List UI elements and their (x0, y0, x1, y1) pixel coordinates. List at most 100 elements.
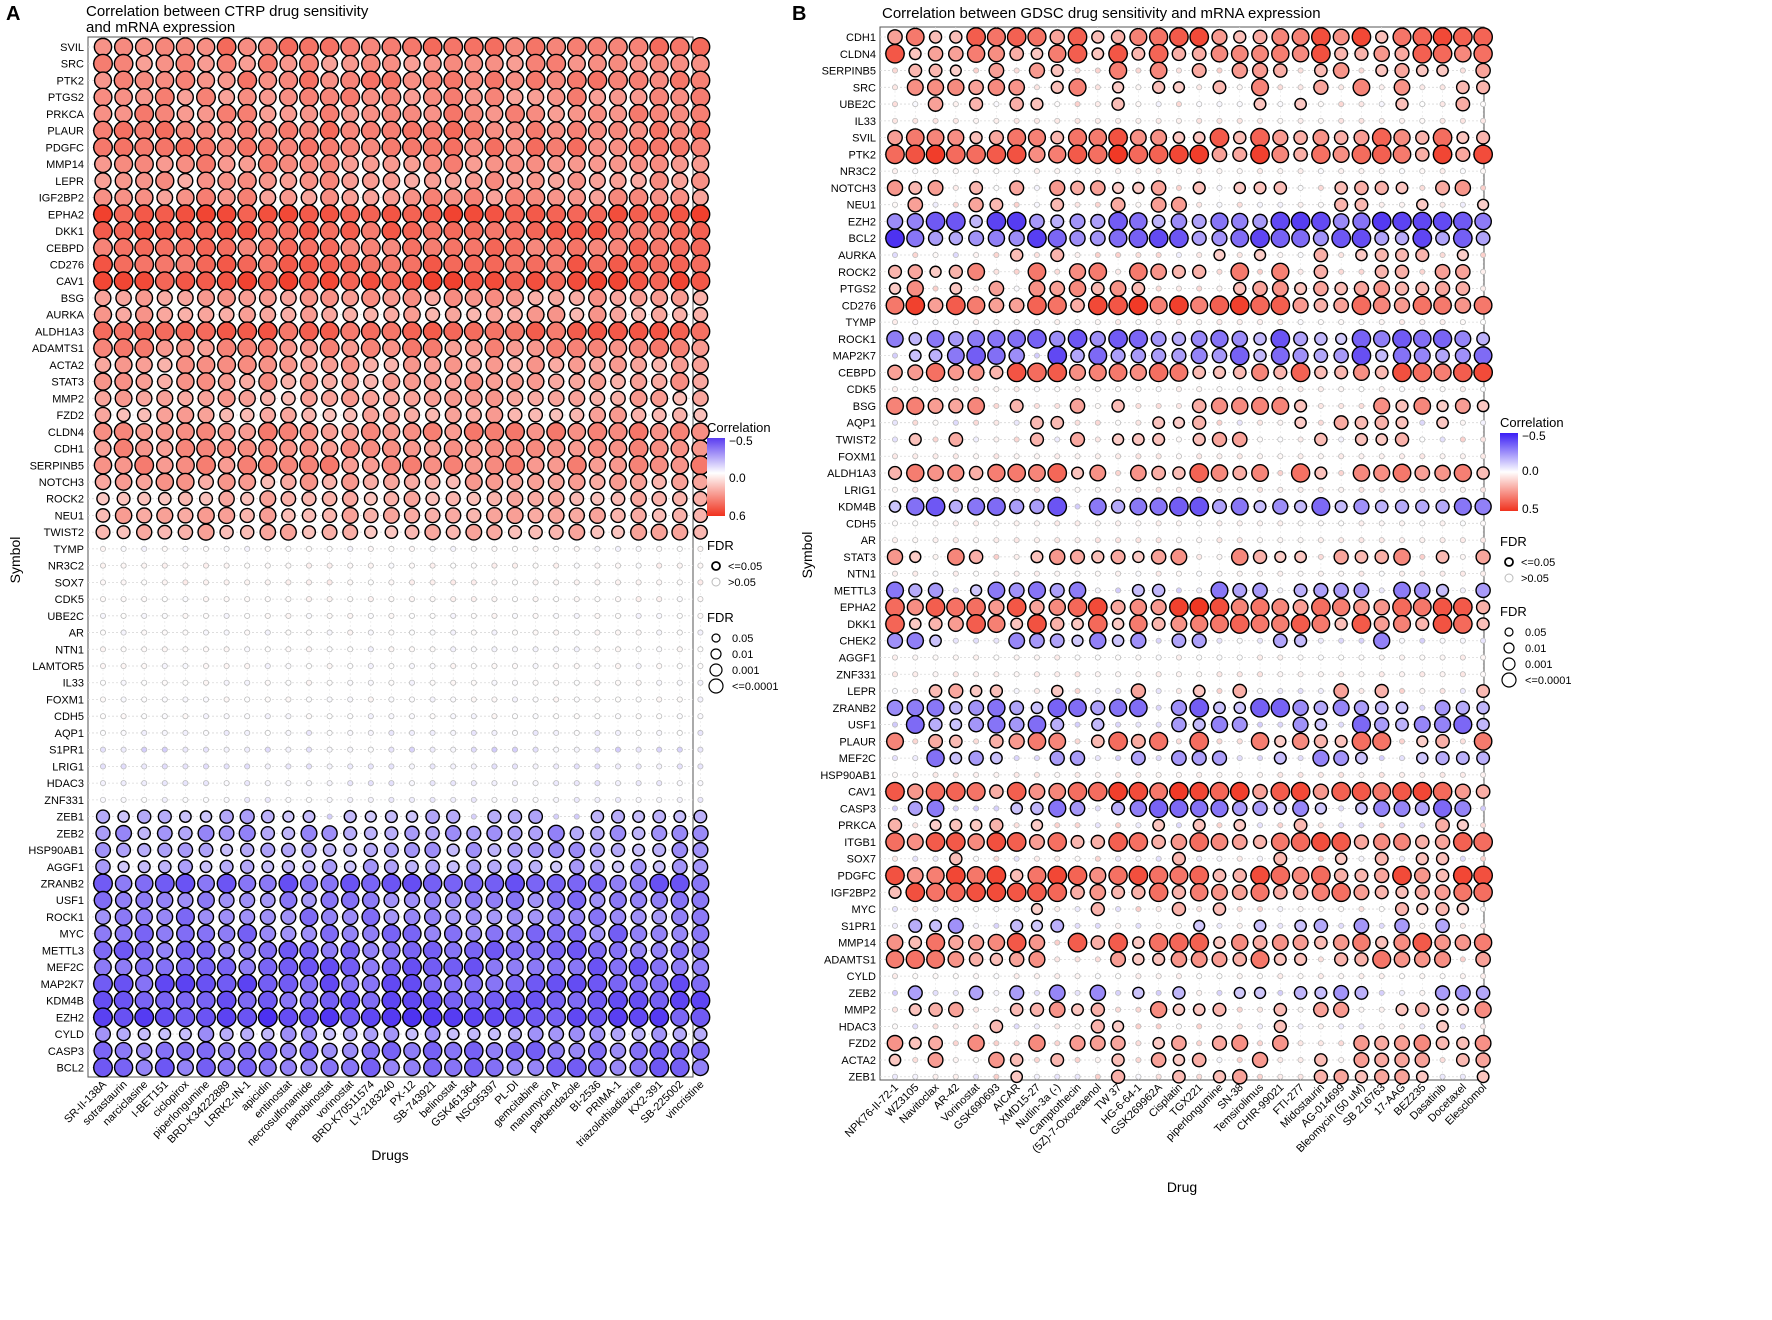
bubble (526, 339, 545, 358)
bubble (947, 78, 965, 97)
bubble (1090, 213, 1106, 230)
bubble (1135, 537, 1142, 544)
bubble (1192, 684, 1206, 698)
bubble (1419, 771, 1426, 778)
bubble (299, 237, 320, 258)
bubble (1169, 932, 1189, 953)
bubble (1378, 453, 1385, 460)
y-tick-label: NTN1 (847, 569, 876, 581)
bubble (615, 780, 622, 787)
bubble (279, 172, 298, 190)
bubble (264, 579, 271, 586)
bubble (175, 53, 196, 74)
bubble (1378, 201, 1385, 208)
bubble (1094, 486, 1101, 493)
bubble (587, 54, 607, 74)
bubble (1172, 416, 1186, 429)
bubble (100, 629, 107, 636)
bubble (1455, 80, 1470, 95)
bubble (1132, 181, 1145, 195)
bubble (1172, 986, 1186, 1000)
bubble (403, 892, 421, 909)
bubble (114, 506, 133, 525)
bubble (280, 306, 297, 323)
bubble (932, 436, 939, 443)
bubble (402, 455, 423, 476)
bubble (532, 646, 539, 653)
bubble (220, 843, 234, 857)
bubble (424, 841, 441, 859)
bubble (1378, 587, 1385, 594)
bubble (424, 474, 441, 490)
bubble (239, 808, 255, 825)
bubble (1277, 537, 1284, 544)
bubble (1212, 1070, 1227, 1084)
bubble (546, 271, 567, 292)
bubble (278, 154, 299, 174)
bubble (403, 1058, 421, 1077)
bubble (1030, 701, 1044, 715)
bubble (237, 438, 257, 459)
bubble (1419, 973, 1426, 980)
bubble (197, 54, 215, 73)
bubble (305, 746, 312, 753)
bubble (905, 497, 925, 516)
y-tick-label: PTGS2 (48, 92, 84, 104)
bubble (321, 1042, 338, 1060)
bubble (1047, 362, 1068, 383)
y-tick-label: KDM4B (838, 502, 876, 514)
y-tick-label: STAT3 (51, 377, 84, 389)
bubble (966, 882, 987, 903)
bubble (1209, 614, 1230, 634)
bubble (1454, 799, 1472, 817)
bubble (1317, 101, 1324, 108)
bubble (608, 37, 628, 57)
bubble (993, 771, 1000, 778)
bubble (100, 612, 107, 619)
bubble (573, 562, 580, 569)
bubble (1192, 717, 1206, 732)
bubble (1210, 799, 1229, 818)
bubble (258, 71, 278, 90)
bubble (134, 204, 155, 225)
bubble (611, 860, 625, 873)
bubble (628, 438, 649, 459)
bubble (239, 859, 255, 875)
legend-fdr-border: FDR <=0.05 >0.05 (1500, 534, 1555, 585)
bubble (1453, 463, 1473, 483)
bubble (361, 288, 381, 308)
bubble (484, 338, 505, 359)
bubble (484, 421, 505, 442)
bubble (952, 671, 959, 678)
bubble (1413, 347, 1431, 365)
bubble (927, 230, 944, 246)
bubble (1008, 733, 1025, 750)
y-tick-label: AQP1 (55, 728, 84, 740)
bubble (197, 523, 215, 541)
bubble (912, 1073, 919, 1080)
bubble (223, 796, 230, 803)
bubble (1354, 549, 1369, 564)
bubble (408, 663, 415, 670)
bubble (367, 562, 374, 569)
bubble (1028, 783, 1046, 801)
bubble (93, 305, 113, 324)
bubble (1094, 319, 1101, 326)
bubble (237, 137, 258, 158)
bubble (1436, 416, 1449, 430)
bubble (1412, 228, 1433, 249)
bubble (1148, 882, 1169, 903)
bubble (892, 252, 899, 259)
y-tick-label: EZH2 (56, 1012, 84, 1024)
bubble (1048, 984, 1066, 1002)
bubble (1155, 922, 1162, 929)
bubble (546, 973, 567, 994)
bubble (906, 698, 925, 717)
bubble (141, 663, 148, 670)
bubble (1216, 168, 1223, 175)
bubble (223, 663, 230, 670)
bubble (697, 780, 704, 787)
bubble (1094, 688, 1101, 695)
bubble (443, 439, 463, 459)
bubble (505, 891, 525, 910)
